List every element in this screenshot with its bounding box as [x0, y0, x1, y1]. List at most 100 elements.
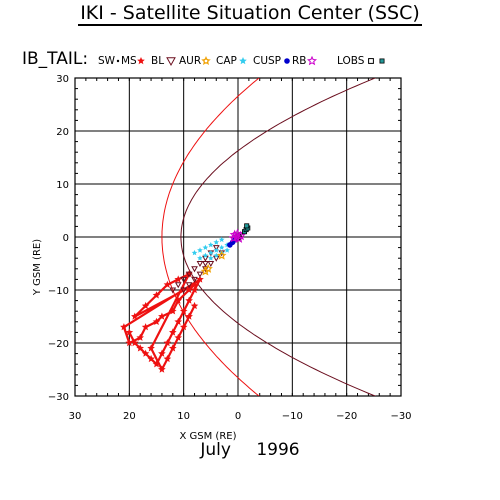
- data-point-cap-6: [202, 244, 209, 250]
- data-point-ms-18: [152, 317, 161, 325]
- data-point-bl-4-shape: [196, 261, 204, 268]
- y-axis-label: Y GSM (RE): [32, 239, 43, 296]
- data-point-aur-0-rays: [200, 266, 211, 276]
- data-point-cap-12: [208, 255, 214, 261]
- data-point-ms-13: [196, 275, 204, 283]
- legend-label-rb: RB: [292, 55, 307, 67]
- data-point-cap-11-shape: [197, 247, 203, 253]
- data-point-ms-14-shape: [120, 323, 128, 331]
- data-point-aur-1-rays: [203, 263, 213, 273]
- legend-label-cusp: CUSP: [253, 55, 281, 67]
- data-point-cap-15-shape: [224, 247, 230, 253]
- y-tick-label-5: 20: [56, 127, 69, 138]
- data-point-ms-21: [174, 296, 182, 304]
- data-point-ms-27: [163, 280, 172, 288]
- data-point-bl-8-shape: [180, 287, 188, 294]
- legend-symbol-ms-shape: [137, 57, 145, 65]
- data-point-ms-12: [190, 286, 199, 294]
- data-point-ms-8: [169, 328, 177, 336]
- y-tick-label-1: −20: [48, 339, 69, 350]
- data-point-ms-29-shape: [185, 270, 193, 278]
- legend-symbol-ps: [379, 58, 385, 64]
- data-point-ms-8-shape: [169, 328, 177, 336]
- data-point-bl-11: [196, 271, 204, 278]
- x-axis-label: X GSM (RE): [179, 431, 236, 442]
- data-point-ms-30: [147, 344, 155, 352]
- data-point-rb-4-shape: [235, 230, 246, 241]
- x-tick-label-2: 10: [177, 411, 190, 422]
- data-point-cap-7: [208, 242, 214, 248]
- data-point-bl-10-shape: [191, 276, 198, 283]
- data-point-bl-13: [207, 261, 215, 268]
- data-point-ms-35-shape: [179, 323, 188, 331]
- data-point-ms-29: [185, 270, 193, 278]
- data-point-ms-16-shape: [136, 333, 144, 341]
- data-point-ms-2: [136, 344, 144, 352]
- year-label: 1996: [256, 440, 300, 460]
- legend-label-lobs: LOBS: [337, 55, 365, 67]
- data-point-ms-20: [169, 307, 177, 315]
- legend-symbol-cusp-shape: [284, 58, 290, 64]
- data-point-aur-2-rays: [216, 250, 227, 260]
- data-point-bl-11-shape: [196, 271, 204, 278]
- data-point-bl-3-shape: [191, 266, 198, 273]
- x-tick-label-6: −30: [390, 411, 411, 422]
- legend-symbol-cusp: [284, 58, 290, 64]
- data-point-ms-16: [136, 333, 144, 341]
- data-point-ms-17-shape: [141, 323, 150, 331]
- data-point-ms-3: [141, 349, 150, 357]
- data-point-ms-4: [147, 354, 155, 363]
- data-point-ms-5: [152, 360, 161, 368]
- data-point-ms-1: [131, 339, 139, 347]
- y-tick-label-2: −10: [48, 286, 69, 297]
- plot-frame: [74, 77, 402, 397]
- data-point-rb-5-shape: [232, 228, 243, 239]
- data-point-ms-23: [190, 280, 199, 288]
- data-point-bl-3: [191, 266, 198, 273]
- x-tick-label-1: 20: [123, 411, 136, 422]
- data-point-bl-17-shape: [202, 261, 209, 268]
- legend-symbol-sw: [116, 59, 120, 63]
- data-point-ms-18-shape: [152, 317, 161, 325]
- data-point-ms-17: [141, 323, 150, 331]
- legend-symbol-cap: [239, 57, 247, 65]
- data-point-cap-8-shape: [213, 239, 220, 245]
- data-point-ms-36: [185, 312, 193, 320]
- data-point-ms-14: [120, 323, 128, 331]
- legend-label-sw: SW: [98, 55, 116, 67]
- data-point-ms-5-shape: [152, 360, 161, 368]
- data-point-cap-9: [218, 236, 225, 243]
- legend-symbol-aur: [201, 56, 211, 66]
- y-tick-label-4: 10: [56, 180, 69, 191]
- data-point-ms-21-shape: [174, 296, 182, 304]
- data-point-ms-36-shape: [185, 312, 193, 320]
- data-point-bl-9-shape: [185, 282, 193, 289]
- data-point-ms-23-shape: [190, 280, 199, 288]
- data-point-aur-2: [216, 250, 227, 260]
- data-point-ms-26-shape: [152, 291, 161, 299]
- data-point-bl-16-shape: [169, 287, 177, 294]
- data-point-aur-1: [203, 263, 213, 273]
- data-point-ms-3-shape: [141, 349, 150, 357]
- x-tick-label-5: −20: [336, 411, 357, 422]
- data-point-cap-8: [213, 239, 220, 245]
- data-point-ms-19-shape: [158, 312, 166, 320]
- data-point-bl-9: [185, 282, 193, 289]
- data-point-cap-2: [208, 249, 214, 256]
- data-point-bl-2: [185, 271, 193, 278]
- legend-label-ms: MS: [121, 55, 137, 67]
- data-point-ms-22-shape: [185, 286, 193, 294]
- data-point-cap-4-shape: [218, 244, 225, 250]
- data-point-cap-10: [191, 249, 198, 256]
- data-point-ms-6: [158, 349, 166, 357]
- data-point-bl-1: [180, 276, 188, 283]
- data-point-ms-4-shape: [147, 354, 155, 363]
- data-point-cap-13: [213, 252, 220, 258]
- data-point-ms-7: [163, 339, 172, 347]
- data-point-cusp-2: [227, 242, 233, 248]
- data-point-bl-0-shape: [174, 282, 182, 289]
- legend-symbol-rb: [307, 55, 317, 66]
- data-point-ms-22: [185, 286, 193, 294]
- data-point-ms-34-shape: [174, 333, 182, 341]
- legend-symbol-rb-shape: [307, 55, 317, 66]
